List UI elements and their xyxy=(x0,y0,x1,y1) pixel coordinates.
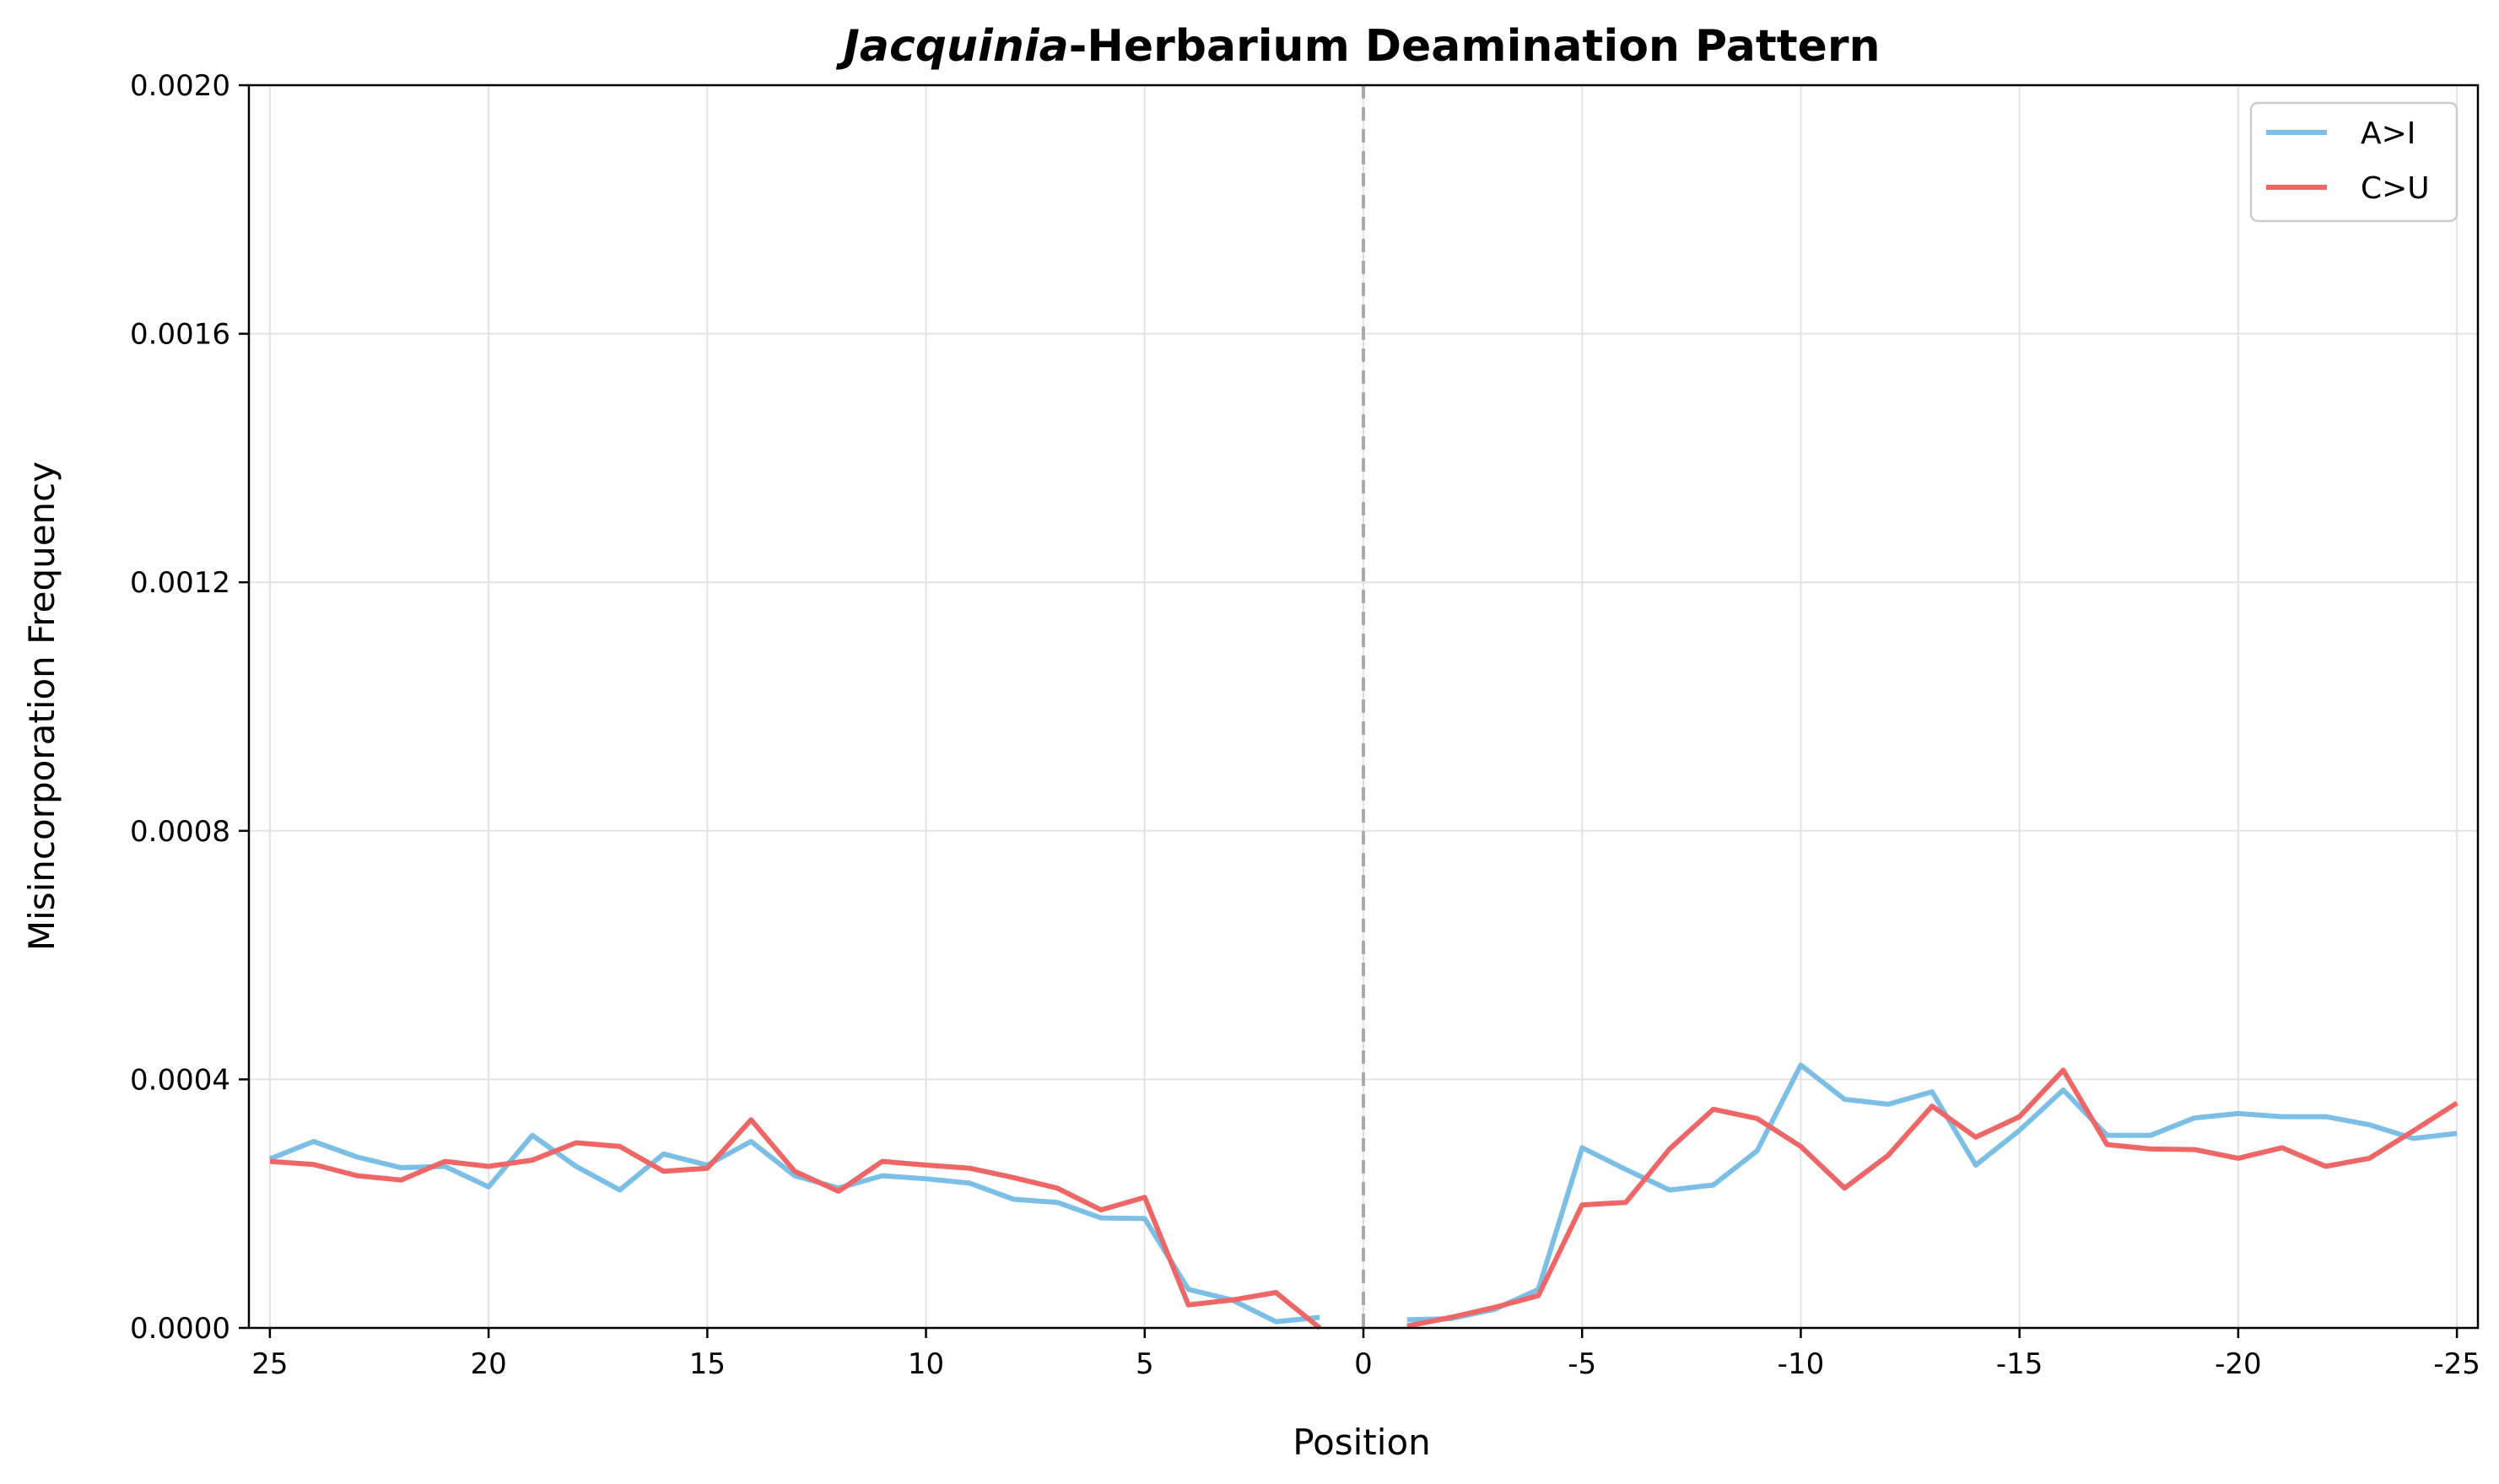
y-tick-label: 0.0012 xyxy=(130,566,230,600)
chart-title-rest: -Herbarium Deamination Pattern xyxy=(1069,21,1881,72)
legend: A>I C>U xyxy=(2249,101,2459,223)
y-axis-title: Misincorporation Frequency xyxy=(21,461,62,951)
x-tick-label: 5 xyxy=(1136,1347,1154,1381)
chart-title: Jacquinia-Herbarium Deamination Pattern xyxy=(836,21,1881,72)
y-tick-label: 0.0000 xyxy=(130,1312,230,1346)
series-line-a-to-i-segment-2 xyxy=(1406,1062,2458,1323)
chart-title-italic: Jacquinia xyxy=(836,21,1069,72)
y-tick-label: 0.0004 xyxy=(130,1063,230,1097)
x-tick-label: -10 xyxy=(1778,1347,1825,1381)
legend-label-c-to-u: C>U xyxy=(2361,171,2430,206)
series-line-c-to-u-segment-2 xyxy=(1406,1067,2459,1329)
x-tick-label: 15 xyxy=(689,1347,726,1381)
x-tick-label: 20 xyxy=(470,1347,506,1381)
legend-label-a-to-i: A>I xyxy=(2361,116,2415,151)
y-tick-label: 0.0016 xyxy=(130,318,230,352)
y-tick-label: 0.0008 xyxy=(130,815,230,849)
x-tick-label: 0 xyxy=(1354,1347,1373,1381)
x-tick-label: -25 xyxy=(2433,1347,2480,1381)
series-group xyxy=(268,1062,2459,1330)
x-tick-label: -5 xyxy=(1568,1347,1596,1381)
y-axis: 0.0000 0.0004 0.0008 0.0012 0.0016 0.0020 xyxy=(130,69,249,1346)
x-tick-label: -20 xyxy=(2215,1347,2262,1381)
x-axis: 25 20 15 10 5 0 -5 -10 -15 -20 -25 xyxy=(251,1328,2480,1381)
series-line-a-to-i-segment-1 xyxy=(268,1132,1320,1325)
x-axis-title: Position xyxy=(1293,1422,1431,1463)
series-line-c-to-u-segment-1 xyxy=(269,1117,1322,1330)
x-tick-label: -15 xyxy=(1996,1347,2043,1381)
x-tick-label: 10 xyxy=(908,1347,944,1381)
x-tick-label: 25 xyxy=(251,1347,288,1381)
y-tick-label: 0.0020 xyxy=(130,69,230,103)
